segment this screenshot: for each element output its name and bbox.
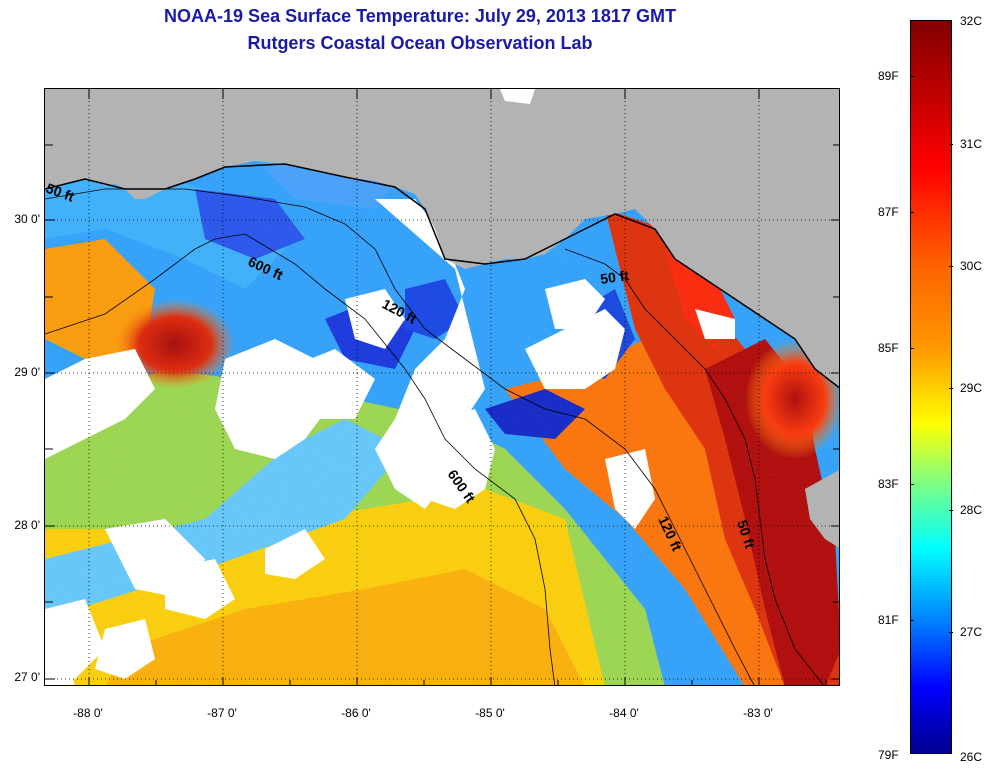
colorbar-label-81f: 81F [878,613,899,627]
lon-label-85: -85 0' [475,706,505,720]
colorbar-label-29c: 29C [960,381,983,395]
land-mask [45,89,839,548]
lon-label-86: -86 0' [341,706,371,720]
lon-label-83: -83 0' [743,706,773,720]
colorbar-label-31c: 31C [960,137,983,151]
graticule [45,89,839,685]
colorbar-label-87f: 87F [878,205,899,219]
lon-label-88: -88 0' [73,706,103,720]
colorbar-label-83f: 83F [878,477,899,491]
colorbar-tick [949,632,953,633]
bathymetry-contours [45,188,824,685]
colorbar-label-28c: 28C [960,503,983,517]
colorbar-tick [910,212,914,213]
lat-label-29: 29 0' [14,365,40,379]
colorbar-tick [910,76,914,77]
sst-map: 50 ft 600 ft 120 ft 50 ft 600 ft 120 ft … [44,88,840,686]
map-subtitle: Rutgers Coastal Ocean Observation Lab [247,33,593,53]
land-patches [500,89,535,104]
axis-ticks [45,89,839,685]
temperature-colorbar [910,20,952,754]
colorbar-label-27c: 27C [960,625,983,639]
colorbar-tick [949,266,953,267]
colorbar-label-79f: 79F [878,748,899,762]
lat-label-27: 27 0' [14,670,40,684]
colorbar-tick [910,484,914,485]
lat-label-30: 30 0' [14,212,40,226]
coastline [45,163,839,389]
lat-label-28: 28 0' [14,518,40,532]
lon-label-87: -87 0' [207,706,237,720]
colorbar-label-89f: 89F [878,69,899,83]
colorbar-tick [949,388,953,389]
map-title: NOAA-19 Sea Surface Temperature: July 29… [164,6,676,26]
colorbar-tick [910,620,914,621]
colorbar-label-32c: 32C [960,14,983,28]
colorbar-tick [949,510,953,511]
colorbar-label-26c: 26C [960,750,983,764]
colorbar-label-30c: 30C [960,259,983,273]
colorbar-tick [949,144,953,145]
lon-label-84: -84 0' [609,706,639,720]
colorbar-tick [910,348,914,349]
colorbar-label-85f: 85F [878,341,899,355]
contour-label-50ft-bigbend: 50 ft [599,267,630,287]
